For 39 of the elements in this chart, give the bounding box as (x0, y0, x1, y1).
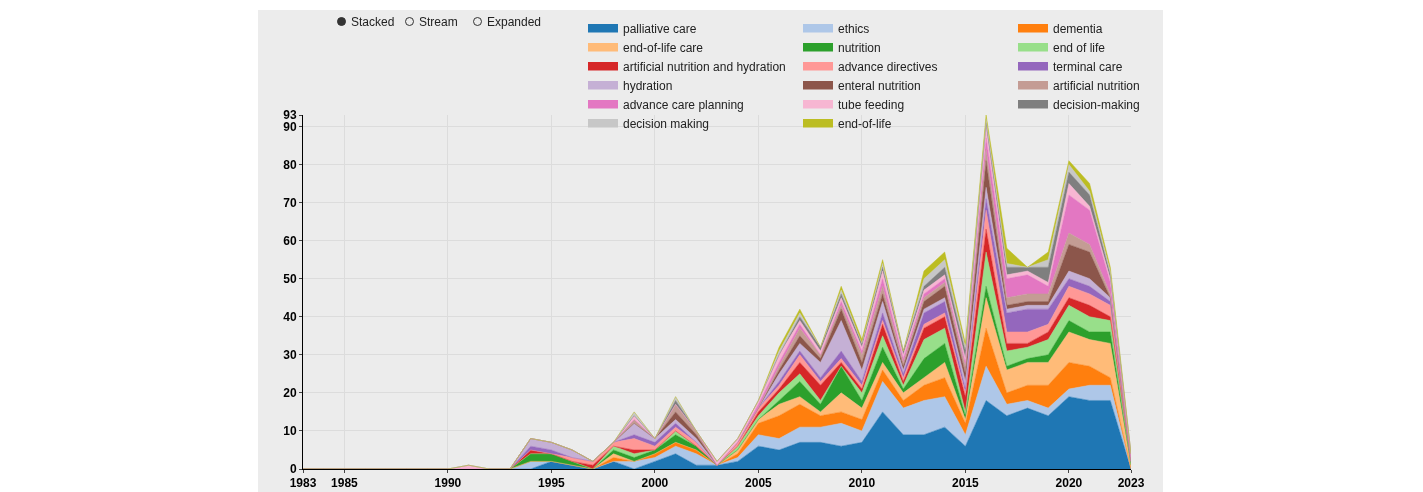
legend-label: end of life (1053, 41, 1106, 56)
legend-label: end-of-life (838, 117, 892, 132)
y-tick-label: 30 (283, 348, 297, 363)
x-tick-label: 2000 (641, 476, 669, 491)
legend-label: decision making (623, 117, 710, 132)
text: Stacked (351, 15, 395, 29)
legend-label: palliative care (623, 22, 697, 37)
legend-label: artificial nutrition and hydration (623, 60, 786, 75)
x-tick-label: 1995 (538, 476, 566, 491)
x-tick-label: 1983 (289, 476, 317, 491)
y-tick-label: 10 (283, 424, 297, 439)
legend-label: enteral nutrition (838, 79, 921, 94)
y-tick-label: 40 (283, 309, 297, 324)
y-tick-label: 20 (283, 386, 297, 401)
legend-label: dementia (1053, 22, 1103, 37)
legend-label: advance care planning (623, 98, 744, 113)
x-tick-label: 1990 (434, 476, 462, 491)
text: Expanded (487, 15, 542, 29)
y-tick-label: 80 (283, 157, 297, 172)
x-tick-label: 2015 (952, 476, 980, 491)
legend-label: nutrition (838, 41, 881, 56)
x-tick-label: 1985 (331, 476, 359, 491)
x-tick-label: 2020 (1055, 476, 1083, 491)
y-tick-label: 60 (283, 233, 297, 248)
y-tick-label: 50 (283, 271, 297, 286)
legend-label: tube feeding (838, 98, 905, 113)
y-tick-label: 70 (283, 195, 297, 210)
x-tick-label: 2023 (1117, 476, 1145, 491)
legend-label: end-of-life care (623, 41, 704, 56)
legend-label: hydration (623, 79, 673, 94)
legend-label: terminal care (1053, 60, 1123, 75)
legend-label: ethics (838, 22, 870, 37)
legend-label: advance directives (838, 60, 938, 75)
x-tick-label: 2010 (848, 476, 876, 491)
y-tick-label: 0 (289, 462, 297, 477)
x-tick-label: 2005 (745, 476, 773, 491)
legend-label: decision-making (1053, 98, 1140, 113)
legend-label: artificial nutrition (1053, 79, 1140, 94)
text: Stream (419, 15, 458, 29)
